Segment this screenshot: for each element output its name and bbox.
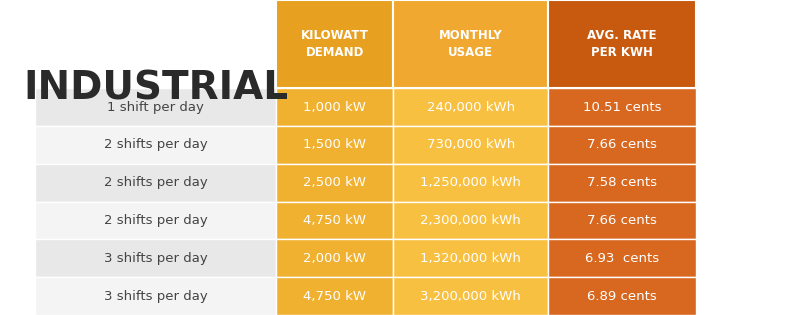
Text: 2,300,000 kWh: 2,300,000 kWh bbox=[420, 214, 521, 227]
Text: 2 shifts per day: 2 shifts per day bbox=[103, 214, 207, 227]
Bar bbox=[35, 239, 276, 277]
Bar bbox=[276, 164, 393, 202]
Text: 7.66 cents: 7.66 cents bbox=[587, 138, 656, 152]
Text: MONTHLY
USAGE: MONTHLY USAGE bbox=[439, 29, 502, 59]
Text: 2,000 kW: 2,000 kW bbox=[303, 252, 367, 265]
Bar bbox=[393, 88, 548, 126]
Text: 1,320,000 kWh: 1,320,000 kWh bbox=[420, 252, 521, 265]
Text: 4,750 kW: 4,750 kW bbox=[303, 214, 367, 227]
Bar bbox=[393, 126, 548, 164]
Text: KILOWATT
DEMAND: KILOWATT DEMAND bbox=[301, 29, 369, 59]
Bar bbox=[35, 277, 276, 315]
Text: 6.89 cents: 6.89 cents bbox=[587, 289, 656, 303]
Text: 7.58 cents: 7.58 cents bbox=[587, 176, 657, 189]
Text: 1,250,000 kWh: 1,250,000 kWh bbox=[420, 176, 521, 189]
Text: 1,000 kW: 1,000 kW bbox=[303, 100, 367, 114]
Text: INDUSTRIAL: INDUSTRIAL bbox=[23, 69, 288, 107]
Text: 730,000 kWh: 730,000 kWh bbox=[427, 138, 515, 152]
Bar bbox=[35, 202, 276, 239]
Bar bbox=[548, 164, 695, 202]
Bar bbox=[548, 0, 695, 88]
Bar bbox=[35, 88, 276, 126]
Bar bbox=[276, 239, 393, 277]
Bar bbox=[548, 126, 695, 164]
Bar bbox=[548, 202, 695, 239]
Bar bbox=[393, 0, 548, 88]
Bar bbox=[393, 164, 548, 202]
Bar bbox=[35, 126, 276, 164]
Bar bbox=[35, 164, 276, 202]
Text: 2 shifts per day: 2 shifts per day bbox=[103, 138, 207, 152]
Bar bbox=[393, 239, 548, 277]
Text: 3 shifts per day: 3 shifts per day bbox=[103, 252, 207, 265]
Bar bbox=[276, 88, 393, 126]
Bar bbox=[393, 277, 548, 315]
Text: 3 shifts per day: 3 shifts per day bbox=[103, 289, 207, 303]
Bar bbox=[393, 202, 548, 239]
Text: 6.93  cents: 6.93 cents bbox=[585, 252, 659, 265]
Text: 240,000 kWh: 240,000 kWh bbox=[427, 100, 515, 114]
Bar bbox=[276, 277, 393, 315]
Bar bbox=[548, 277, 695, 315]
Bar bbox=[548, 239, 695, 277]
Bar bbox=[276, 126, 393, 164]
Text: 1,500 kW: 1,500 kW bbox=[303, 138, 367, 152]
Bar bbox=[276, 202, 393, 239]
Text: 4,750 kW: 4,750 kW bbox=[303, 289, 367, 303]
Text: 7.66 cents: 7.66 cents bbox=[587, 214, 656, 227]
Text: 3,200,000 kWh: 3,200,000 kWh bbox=[420, 289, 521, 303]
Text: 2 shifts per day: 2 shifts per day bbox=[103, 176, 207, 189]
Text: AVG. RATE
PER KWH: AVG. RATE PER KWH bbox=[587, 29, 656, 59]
Text: 10.51 cents: 10.51 cents bbox=[583, 100, 661, 114]
Text: 2,500 kW: 2,500 kW bbox=[303, 176, 367, 189]
Bar bbox=[276, 0, 393, 88]
Bar bbox=[548, 88, 695, 126]
Text: 1 shift per day: 1 shift per day bbox=[107, 100, 204, 114]
